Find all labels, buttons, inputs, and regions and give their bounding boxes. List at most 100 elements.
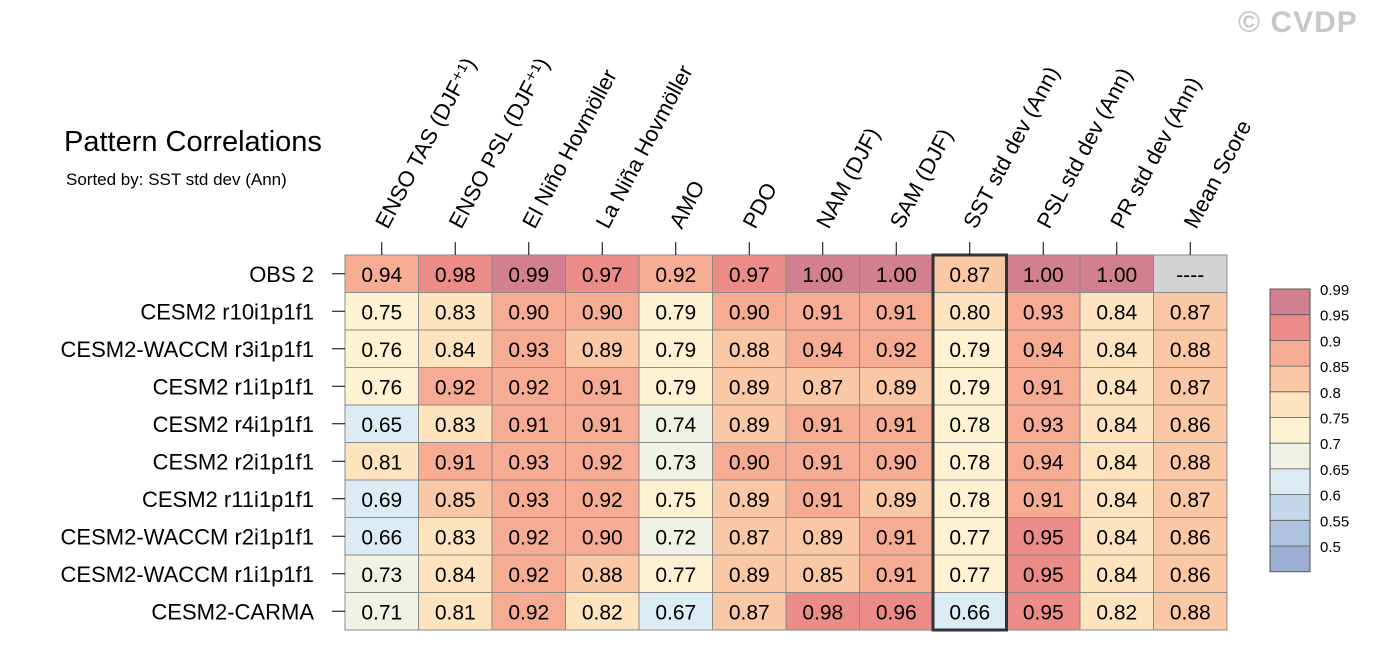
- cell-value: 0.96: [876, 601, 917, 624]
- colorbar-label: 0.55: [1320, 513, 1349, 530]
- heatmap-cell: [1153, 292, 1228, 331]
- heatmap-cell: [491, 329, 566, 368]
- heatmap-cell: [785, 517, 860, 556]
- cell-value: 0.92: [435, 376, 476, 399]
- heatmap-cell: [565, 554, 640, 593]
- cell-value: 0.90: [729, 451, 770, 474]
- cell-value: 0.91: [802, 301, 843, 324]
- colorbar-segment: [1270, 520, 1310, 546]
- cell-value: 1.00: [876, 264, 917, 287]
- cell-value: 0.91: [802, 414, 843, 437]
- heatmap-cell: [638, 292, 713, 331]
- heatmap-cell: [1153, 517, 1228, 556]
- cell-value: 0.83: [435, 526, 476, 549]
- heatmap-cell: [712, 367, 787, 406]
- cell-value: 1.00: [1023, 264, 1064, 287]
- heatmap-cell: [491, 517, 566, 556]
- heatmap-cell: [932, 367, 1007, 406]
- heatmap-cell: [785, 404, 860, 443]
- cell-value: 0.88: [1170, 451, 1211, 474]
- heatmap-cell: [1006, 254, 1081, 293]
- heatmap-cell: [859, 554, 934, 593]
- heatmap-cell: [1079, 367, 1154, 406]
- cell-value: 0.91: [876, 414, 917, 437]
- heatmap-cell: [712, 292, 787, 331]
- heatmap-cell: [344, 479, 419, 518]
- heatmap-cell: [491, 404, 566, 443]
- cell-value: 0.87: [729, 601, 770, 624]
- cell-value: 0.79: [949, 339, 990, 362]
- cell-value: 0.88: [1170, 339, 1211, 362]
- column-label: NAM (DJF): [811, 124, 885, 233]
- heatmap-cell: [418, 592, 493, 631]
- cell-value: 0.85: [435, 489, 476, 512]
- colorbar-label: 0.75: [1320, 411, 1349, 428]
- heatmap-cell: [785, 442, 860, 481]
- cell-value: 0.78: [949, 451, 990, 474]
- heatmap-cell: [785, 367, 860, 406]
- heatmap-cell: [932, 554, 1007, 593]
- cell-value: 0.78: [949, 489, 990, 512]
- cell-value: 0.94: [802, 339, 843, 362]
- column-label: AMO: [664, 176, 710, 232]
- cell-value: 0.89: [729, 376, 770, 399]
- cell-value: 0.69: [361, 489, 402, 512]
- cell-value: 0.67: [655, 601, 696, 624]
- heatmap-cell: [1153, 254, 1228, 293]
- cell-value: 0.66: [361, 526, 402, 549]
- heatmap-cell: [859, 404, 934, 443]
- cell-value: 0.90: [729, 301, 770, 324]
- heatmap-cell: [418, 479, 493, 518]
- colorbar-segment: [1270, 391, 1310, 418]
- heatmap-cell: [638, 517, 713, 556]
- row-label: CESM2-WACCM r3i1p1f1: [61, 337, 314, 362]
- row-label: OBS 2: [249, 262, 314, 287]
- heatmap-cell: [565, 517, 640, 556]
- colorbar-label: 0.6: [1320, 488, 1341, 505]
- colorbar-segment: [1270, 494, 1310, 521]
- cell-value: 0.87: [1170, 301, 1211, 324]
- cell-value: 0.90: [508, 301, 549, 324]
- heatmap-cell: [565, 329, 640, 368]
- heatmap-cell: [785, 292, 860, 331]
- cell-value: 0.89: [729, 489, 770, 512]
- row-label: CESM2 r2i1p1f1: [153, 449, 314, 474]
- heatmap-cell: [491, 367, 566, 406]
- cell-value: 0.79: [949, 376, 990, 399]
- chart-title: Pattern Correlations: [64, 126, 322, 158]
- heatmap-cell: [638, 479, 713, 518]
- colorbar-segment: [1270, 546, 1310, 572]
- heatmap-cell: [418, 404, 493, 443]
- colorbar-label: 0.8: [1320, 385, 1341, 402]
- cell-value: 0.84: [1096, 451, 1137, 474]
- heatmap-cell: [418, 254, 493, 293]
- colorbar-segment: [1270, 289, 1310, 315]
- cell-value: 0.91: [582, 376, 623, 399]
- heatmap-cell: [565, 442, 640, 481]
- cell-value: 0.97: [582, 264, 623, 287]
- cell-value: 0.95: [1023, 526, 1064, 549]
- cell-value: 0.92: [655, 264, 696, 287]
- cell-value: 0.92: [582, 451, 623, 474]
- cell-value: 0.77: [949, 564, 990, 587]
- cell-value: 0.79: [655, 376, 696, 399]
- cell-value: 0.98: [802, 601, 843, 624]
- heatmap-cell: [1153, 367, 1228, 406]
- heatmap-cell: [344, 517, 419, 556]
- cell-value: 0.74: [655, 414, 696, 437]
- cell-value: 0.87: [1170, 376, 1211, 399]
- cell-value: 0.82: [1096, 601, 1137, 624]
- cell-value: 0.89: [582, 339, 623, 362]
- heatmap-cell: [1006, 292, 1081, 331]
- colorbar-segment: [1270, 417, 1310, 444]
- cell-value: 0.89: [802, 526, 843, 549]
- cell-value: 0.95: [1023, 564, 1064, 587]
- heatmap-cell: [1153, 554, 1228, 593]
- cell-value: 0.72: [655, 526, 696, 549]
- cell-value: 0.91: [1023, 376, 1064, 399]
- cell-value: 0.92: [508, 526, 549, 549]
- cell-value: 0.95: [1023, 601, 1064, 624]
- heatmap-cell: [638, 404, 713, 443]
- cell-value: 0.71: [361, 601, 402, 624]
- cell-value: 0.90: [582, 526, 623, 549]
